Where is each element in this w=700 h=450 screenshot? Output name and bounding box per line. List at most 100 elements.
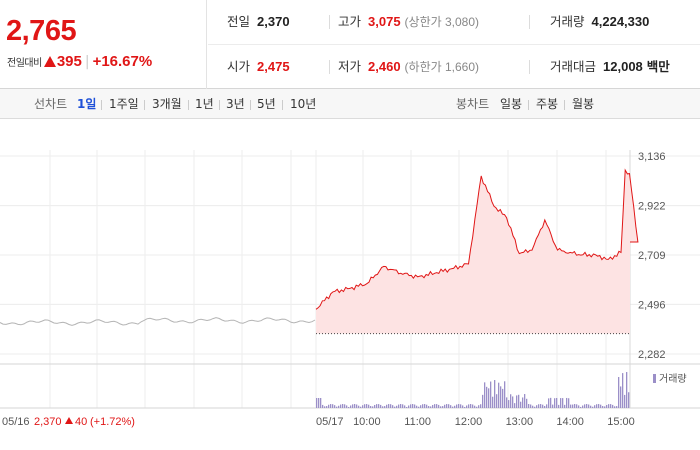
period-3y-tab[interactable]: 3년 xyxy=(226,97,245,111)
volume-bar xyxy=(536,405,538,408)
daily-candle-tab[interactable]: 일봉 xyxy=(500,97,523,111)
volume-bar xyxy=(344,404,346,408)
volume-bar xyxy=(604,406,606,408)
divider xyxy=(208,44,700,45)
prev-close-cell: 전일 2,370 xyxy=(227,0,290,44)
price-line xyxy=(315,168,639,310)
volume-bar xyxy=(366,404,368,408)
volume-bar xyxy=(622,373,624,408)
low-value: 2,460 xyxy=(368,59,401,74)
volume-bar xyxy=(592,406,594,408)
volume-bar xyxy=(332,404,334,408)
prev-day-date: 05/16 xyxy=(2,416,30,428)
prev-close-label: 전일 xyxy=(227,14,251,29)
prev-day-price-line xyxy=(0,317,316,326)
volume-bar xyxy=(568,398,570,408)
volume-bar xyxy=(514,403,516,408)
high-cell: 고가 3,075 (상한가 3,080) xyxy=(338,0,479,44)
volume-bar xyxy=(378,404,380,408)
up-triangle-icon xyxy=(65,417,73,424)
x-tick-label: 05/17 xyxy=(316,416,344,428)
volume-bar xyxy=(330,404,332,408)
volume-bar xyxy=(548,398,550,408)
divider xyxy=(564,100,565,110)
volume-bar xyxy=(618,377,620,408)
x-tick-label: 10:00 xyxy=(353,416,381,428)
volume-bar xyxy=(572,404,574,408)
y-axis: 3,136 2,922 2,709 2,496 2,282 xyxy=(638,151,666,361)
volume-bar xyxy=(624,394,626,408)
prev-close-value: 2,370 xyxy=(257,14,290,29)
change-row: 전일대비 395 | +16.67% xyxy=(7,53,152,70)
volume-bar xyxy=(460,404,462,408)
volume-bar xyxy=(420,405,422,408)
period-3m-tab[interactable]: 3개월 xyxy=(152,97,182,111)
volume-bar xyxy=(416,405,418,408)
open-value: 2,475 xyxy=(257,59,290,74)
volume-bar xyxy=(418,406,420,408)
volume-bar xyxy=(546,404,548,408)
divider: | xyxy=(84,54,90,70)
volume-bar xyxy=(384,406,386,408)
divider xyxy=(250,100,251,110)
x-tick-label: 11:00 xyxy=(404,416,431,428)
period-1y-tab[interactable]: 1년 xyxy=(195,97,214,111)
volume-bar xyxy=(550,397,552,408)
volume-bar xyxy=(438,404,440,408)
prev-day-info: 05/16 2,370 40 (+1.72%) xyxy=(2,416,135,428)
divider xyxy=(219,100,220,110)
period-1w-tab[interactable]: 1주일 xyxy=(109,97,139,111)
volume-bar xyxy=(502,388,504,408)
volume-bar xyxy=(434,404,436,408)
volume-bar xyxy=(346,405,348,408)
volume-bar xyxy=(488,388,490,408)
volume-bar xyxy=(494,380,496,408)
low-cell: 저가 2,460 (하한가 1,660) xyxy=(338,45,479,89)
period-5y-tab[interactable]: 5년 xyxy=(257,97,276,111)
prev-day-close: 2,370 xyxy=(34,416,62,428)
trade-value-cell: 거래대금 12,008 백만 xyxy=(550,45,670,89)
volume-bar xyxy=(626,372,628,408)
volume-bar xyxy=(372,406,374,408)
up-triangle-icon xyxy=(43,56,56,67)
weekly-candle-tab[interactable]: 주봉 xyxy=(536,97,559,111)
divider xyxy=(529,60,530,74)
volume-bar xyxy=(326,406,328,408)
volume-bar xyxy=(426,404,428,408)
volume-bar xyxy=(560,398,562,408)
volume-bar xyxy=(594,405,596,408)
volume-bar xyxy=(406,406,408,408)
volume-bar xyxy=(472,404,474,408)
volume-label: 거래량 xyxy=(550,14,585,29)
volume-bar xyxy=(394,406,396,408)
volume-legend: 거래량 xyxy=(653,373,687,385)
volume-bar xyxy=(482,394,484,408)
volume-bar xyxy=(528,404,530,408)
current-price: 2,765 xyxy=(6,15,77,47)
period-1d-tab[interactable]: 1일 xyxy=(77,97,97,111)
monthly-candle-tab[interactable]: 월봉 xyxy=(572,97,595,111)
volume-bar xyxy=(320,398,322,408)
volume-bar xyxy=(606,404,608,408)
y-tick-label: 2,496 xyxy=(638,299,666,311)
volume-bar xyxy=(522,397,524,408)
volume-bar xyxy=(328,404,330,408)
volume-bar xyxy=(354,404,356,408)
low-label: 저가 xyxy=(338,59,362,74)
volume-bar xyxy=(388,404,390,408)
period-10y-tab[interactable]: 10년 xyxy=(290,97,317,111)
y-tick-label: 3,136 xyxy=(638,151,666,163)
volume-bar xyxy=(538,404,540,408)
volume-bar xyxy=(500,386,502,408)
trade-value-value: 12,008 xyxy=(603,59,643,74)
volume-bar xyxy=(512,396,514,408)
volume-bar xyxy=(582,405,584,408)
volume-bar xyxy=(402,404,404,408)
volume-bar xyxy=(614,406,616,408)
prev-day-change-pct: (+1.72%) xyxy=(90,416,135,428)
x-tick-label: 12:00 xyxy=(455,416,483,428)
change-value: 395 xyxy=(56,53,82,70)
volume-bar xyxy=(408,405,410,408)
volume-legend-label: 거래량 xyxy=(659,373,687,385)
divider xyxy=(528,100,529,110)
